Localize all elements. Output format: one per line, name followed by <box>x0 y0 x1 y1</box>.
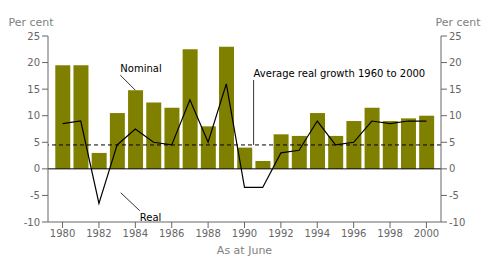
svg-text:1996: 1996 <box>341 228 366 239</box>
svg-text:As at June: As at June <box>217 244 272 257</box>
svg-text:10: 10 <box>449 110 462 121</box>
svg-text:Average real growth 1960 to 20: Average real growth 1960 to 2000 <box>254 68 426 79</box>
svg-text:1994: 1994 <box>305 228 330 239</box>
svg-text:25: 25 <box>27 31 40 42</box>
svg-text:-5: -5 <box>449 190 459 201</box>
svg-text:1986: 1986 <box>159 228 184 239</box>
svg-text:1998: 1998 <box>377 228 402 239</box>
svg-text:Real: Real <box>140 212 162 223</box>
svg-text:20: 20 <box>27 57 40 68</box>
svg-text:Per cent: Per cent <box>8 16 54 29</box>
svg-text:-10: -10 <box>24 217 40 228</box>
svg-text:2000: 2000 <box>414 228 439 239</box>
svg-text:25: 25 <box>449 31 462 42</box>
svg-text:1992: 1992 <box>268 228 293 239</box>
svg-text:0: 0 <box>34 163 40 174</box>
svg-text:10: 10 <box>27 110 40 121</box>
svg-text:15: 15 <box>449 84 462 95</box>
svg-text:5: 5 <box>449 137 455 148</box>
svg-text:1988: 1988 <box>195 228 220 239</box>
svg-text:15: 15 <box>27 84 40 95</box>
svg-text:20: 20 <box>449 57 462 68</box>
svg-text:-5: -5 <box>30 190 40 201</box>
svg-text:1982: 1982 <box>86 228 111 239</box>
svg-text:Nominal: Nominal <box>120 63 161 74</box>
svg-text:1990: 1990 <box>232 228 257 239</box>
svg-text:1984: 1984 <box>123 228 148 239</box>
svg-text:Per cent: Per cent <box>435 16 481 29</box>
svg-text:5: 5 <box>34 137 40 148</box>
svg-text:-10: -10 <box>449 217 465 228</box>
svg-text:0: 0 <box>449 163 455 174</box>
svg-text:1980: 1980 <box>50 228 75 239</box>
